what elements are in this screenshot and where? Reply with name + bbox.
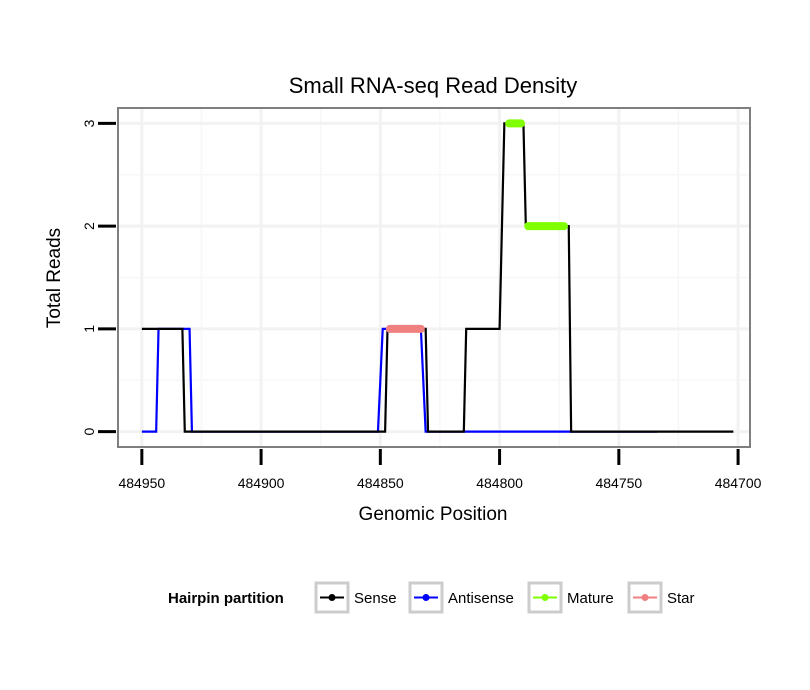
legend-label-antisense: Antisense	[448, 590, 514, 607]
x-axis-title: Genomic Position	[359, 504, 508, 525]
x-tick-label: 484850	[357, 475, 404, 491]
legend-key-point-sense	[328, 594, 336, 601]
legend-key-point-mature	[541, 594, 549, 601]
legend-key-point-star	[641, 594, 649, 601]
x-tick-label: 484750	[595, 475, 642, 491]
y-axis-title: Total Reads	[44, 228, 65, 328]
legend-label-sense: Sense	[354, 590, 397, 607]
legend-title: Hairpin partition	[168, 590, 284, 607]
y-tick-label: 0	[81, 427, 97, 435]
x-tick-label: 484700	[715, 475, 762, 491]
x-axis: 484950 484900 484850 484800 484750 484700	[118, 449, 762, 491]
plot-panel-border	[117, 107, 751, 448]
legend-key-point-antisense	[422, 594, 430, 601]
legend-label-star: Star	[667, 590, 695, 607]
y-tick-label: 3	[81, 119, 97, 127]
x-tick-label: 484900	[238, 475, 285, 491]
y-tick-label: 1	[81, 325, 97, 333]
legend: Hairpin partition Sense Antisense Mature St…	[168, 581, 695, 614]
y-axis: 0 1 2 3	[81, 119, 116, 435]
series-layer	[141, 119, 734, 433]
legend-label-mature: Mature	[567, 590, 614, 607]
y-tick-label: 2	[81, 222, 97, 230]
x-tick-label: 484950	[118, 475, 165, 491]
chart-title: Small RNA-seq Read Density	[289, 73, 578, 98]
x-tick-label: 484800	[476, 475, 523, 491]
